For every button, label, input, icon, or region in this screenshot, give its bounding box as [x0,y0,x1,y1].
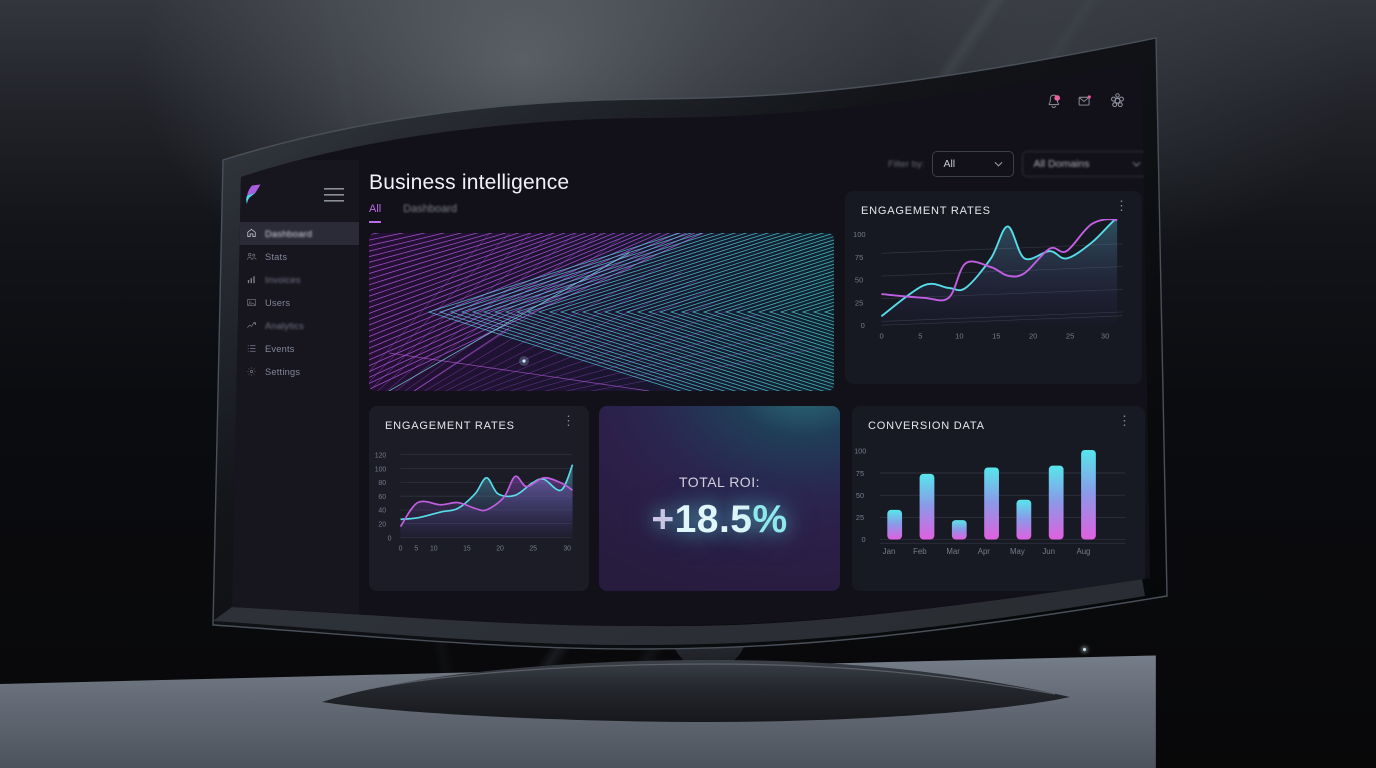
svg-text:15: 15 [992,331,1000,340]
svg-text:5: 5 [414,545,418,552]
svg-text:Aug: Aug [1076,547,1090,556]
svg-text:0: 0 [399,545,403,552]
svg-text:40: 40 [378,508,386,515]
svg-text:75: 75 [856,469,864,478]
svg-text:30: 30 [1101,331,1109,340]
svg-text:Jan: Jan [883,547,896,556]
svg-text:120: 120 [375,452,387,459]
svg-text:20: 20 [1029,331,1037,340]
svg-text:0: 0 [861,535,865,544]
svg-text:25: 25 [529,545,537,552]
svg-text:25: 25 [856,513,864,522]
svg-text:Apr: Apr [978,547,991,556]
svg-text:Feb: Feb [913,547,927,556]
svg-text:10: 10 [955,331,963,340]
svg-text:0: 0 [388,535,392,542]
svg-text:10: 10 [430,545,438,552]
svg-text:100: 100 [375,466,387,473]
svg-text:25: 25 [855,298,863,307]
svg-text:Mar: Mar [946,547,960,556]
svg-text:80: 80 [378,480,386,487]
svg-text:100: 100 [853,230,866,239]
svg-text:May: May [1010,547,1025,556]
svg-text:0: 0 [861,321,865,330]
svg-text:15: 15 [463,545,471,552]
svg-text:20: 20 [496,545,504,552]
svg-text:60: 60 [378,494,386,501]
svg-text:30: 30 [563,545,571,552]
svg-text:50: 50 [856,491,864,500]
svg-text:5: 5 [918,331,922,340]
svg-text:100: 100 [855,447,866,456]
svg-text:Jun: Jun [1042,547,1055,556]
svg-text:50: 50 [855,276,863,285]
svg-text:20: 20 [378,521,386,528]
svg-text:25: 25 [1066,331,1074,340]
svg-text:75: 75 [855,253,863,262]
svg-text:0: 0 [879,331,883,340]
